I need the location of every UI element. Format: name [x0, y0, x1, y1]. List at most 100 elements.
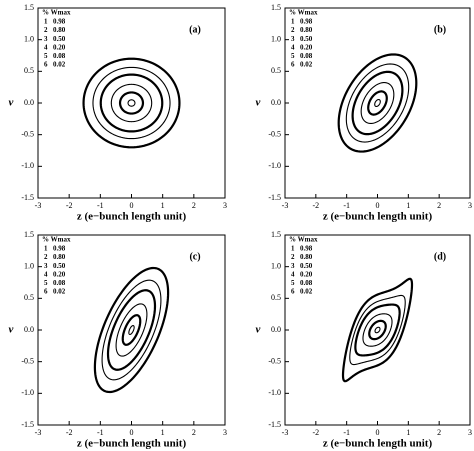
panel-label: (b) — [434, 24, 446, 35]
contour-line — [82, 57, 181, 149]
legend-level: 0.80 — [300, 26, 313, 34]
legend-id: 1 — [44, 245, 48, 253]
x-tick-label: 0 — [130, 428, 134, 437]
legend-level: 0.98 — [53, 18, 66, 26]
x-tick-label: -2 — [66, 201, 73, 210]
y-axis-label: ν — [9, 324, 14, 336]
plot-frame — [284, 234, 471, 426]
contour-line — [128, 324, 135, 336]
y-axis-label: ν — [9, 97, 14, 109]
legend-level: 0.50 — [300, 35, 313, 43]
y-tick-label: 1.0 — [24, 34, 34, 43]
legend-id: 5 — [291, 52, 295, 60]
legend-id: 6 — [44, 288, 48, 296]
x-tick-label: -3 — [282, 201, 289, 210]
legend-level: 0.02 — [300, 288, 313, 296]
panel-label: (a) — [189, 24, 201, 35]
x-tick-label: 3 — [468, 201, 472, 210]
legend-id: 2 — [291, 26, 295, 34]
y-tick-label: -1.0 — [21, 388, 34, 397]
x-tick-label: -1 — [343, 428, 350, 437]
contour-line — [101, 279, 162, 381]
contour-line — [115, 303, 148, 357]
contour-line — [93, 266, 170, 394]
legend-level: 0.08 — [53, 279, 66, 287]
y-tick-label: -1.5 — [21, 193, 34, 202]
legend-level: 0.80 — [53, 26, 66, 34]
legend-level: 0.20 — [53, 270, 66, 278]
legend-level: 0.08 — [53, 52, 66, 60]
x-axis-label: z (e−bunch length unit) — [77, 438, 187, 450]
contour-line — [99, 73, 164, 133]
legend-id: 4 — [291, 270, 295, 278]
legend-title: % Wmax — [289, 236, 318, 244]
legend-level: 0.98 — [53, 245, 66, 253]
legend-title: % Wmax — [42, 9, 71, 17]
legend-level: 0.20 — [300, 270, 313, 278]
y-axis-label: ν — [256, 324, 261, 336]
legend-level: 0.20 — [300, 43, 313, 51]
x-tick-label: -2 — [66, 428, 73, 437]
y-tick-label: 0.0 — [24, 98, 34, 107]
legend-id: 1 — [44, 18, 48, 26]
x-tick-label: -1 — [343, 201, 350, 210]
y-tick-label: 0.5 — [24, 293, 34, 302]
y-tick-label: 1.5 — [24, 230, 34, 239]
legend-id: 6 — [291, 288, 295, 296]
legend-id: 3 — [291, 35, 295, 43]
legend-level: 0.98 — [300, 18, 313, 26]
x-tick-label: 0 — [376, 428, 380, 437]
legend-id: 4 — [44, 270, 48, 278]
legend-id: 1 — [291, 18, 295, 26]
x-tick-label: 1 — [406, 428, 410, 437]
contour-line — [118, 91, 145, 115]
contour-line — [374, 326, 381, 334]
x-tick-label: -2 — [312, 428, 319, 437]
legend-title: % Wmax — [42, 236, 71, 244]
x-tick-label: 2 — [437, 201, 441, 210]
y-tick-label: 1.0 — [271, 34, 281, 43]
legend-level: 0.08 — [300, 52, 313, 60]
contour-line — [106, 289, 157, 371]
contour-line — [127, 99, 136, 107]
contour-line — [337, 53, 418, 153]
y-tick-label: 0.5 — [271, 66, 281, 75]
y-axis-label: ν — [256, 97, 261, 109]
y-tick-label: -1.0 — [268, 161, 281, 170]
legend-id: 2 — [291, 253, 295, 261]
x-tick-label: 2 — [437, 428, 441, 437]
legend-level: 0.50 — [300, 262, 313, 270]
x-tick-label: 1 — [161, 201, 165, 210]
x-tick-label: -3 — [35, 428, 42, 437]
panel-label: (c) — [189, 251, 200, 262]
x-tick-label: 1 — [406, 201, 410, 210]
legend-level: 0.50 — [53, 262, 66, 270]
y-tick-label: -1.5 — [268, 193, 281, 202]
contour-line — [374, 98, 381, 108]
x-axis-label: z (e−bunch length unit) — [323, 211, 433, 223]
x-tick-label: -1 — [97, 201, 104, 210]
legend-level: 0.02 — [300, 61, 313, 69]
contour-line — [354, 303, 401, 357]
x-tick-label: 0 — [130, 201, 134, 210]
contour-line — [367, 90, 388, 116]
x-tick-label: -1 — [97, 428, 104, 437]
y-tick-label: 0.0 — [271, 98, 281, 107]
plot-frame — [284, 7, 471, 199]
legend-id: 5 — [291, 279, 295, 287]
legend-id: 5 — [44, 52, 48, 60]
y-tick-label: 1.5 — [271, 3, 281, 12]
contour-line — [341, 277, 414, 383]
plot-frame — [37, 7, 226, 199]
legend-title: % Wmax — [289, 9, 318, 17]
y-tick-label: 1.5 — [24, 3, 34, 12]
legend-level: 0.80 — [53, 253, 66, 261]
x-tick-label: 2 — [192, 428, 196, 437]
legend-id: 2 — [44, 26, 48, 34]
legend-id: 1 — [291, 245, 295, 253]
contour-line — [349, 294, 406, 366]
contour-line — [92, 66, 171, 140]
legend-id: 3 — [44, 35, 48, 43]
contour-line — [351, 70, 404, 136]
legend-id: 4 — [291, 43, 295, 51]
